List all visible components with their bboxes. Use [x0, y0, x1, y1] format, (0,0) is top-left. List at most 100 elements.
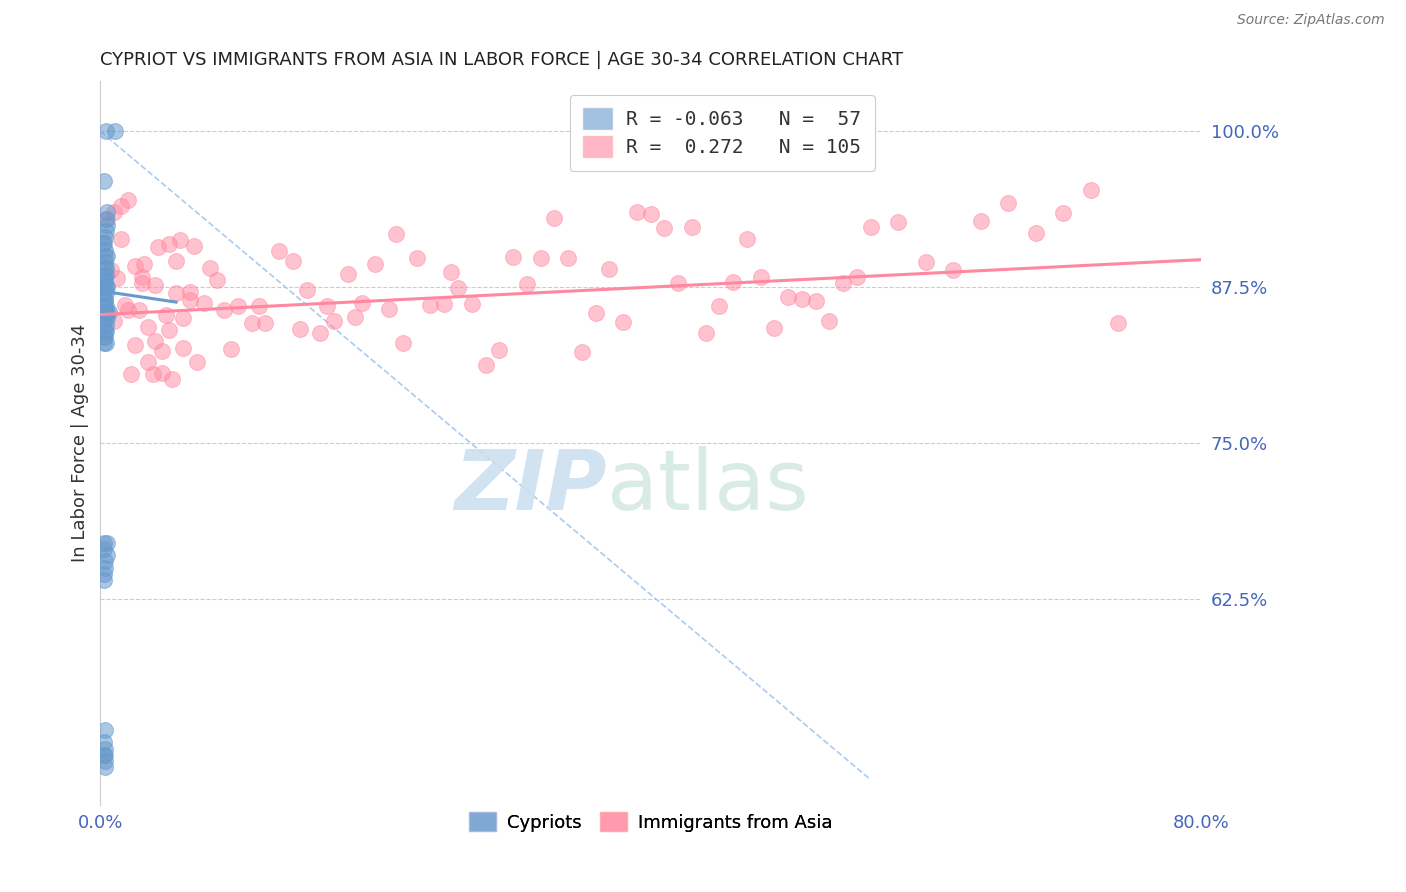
Point	[124, 338, 146, 352]
Legend: Cypriots, Immigrants from Asia: Cypriots, Immigrants from Asia	[461, 805, 839, 839]
Point	[516, 277, 538, 292]
Point	[598, 262, 620, 277]
Point	[186, 354, 208, 368]
Point	[94, 255, 117, 269]
Point	[94, 268, 117, 282]
Point	[94, 249, 117, 263]
Point	[405, 251, 427, 265]
Point	[419, 298, 441, 312]
Point	[93, 536, 115, 550]
Point	[114, 298, 136, 312]
Point	[128, 302, 150, 317]
Point	[350, 296, 373, 310]
Point	[94, 760, 117, 774]
Point	[309, 326, 332, 340]
Point	[626, 205, 648, 219]
Point	[832, 276, 855, 290]
Point	[100, 262, 122, 277]
Point	[117, 193, 139, 207]
Point	[269, 244, 291, 259]
Point	[254, 316, 277, 330]
Point	[336, 268, 359, 282]
Point	[887, 215, 910, 229]
Point	[131, 276, 153, 290]
Point	[94, 324, 117, 338]
Point	[281, 254, 304, 268]
Point	[94, 305, 117, 319]
Point	[709, 299, 731, 313]
Point	[1025, 226, 1047, 240]
Point	[93, 243, 115, 257]
Text: Source: ZipAtlas.com: Source: ZipAtlas.com	[1237, 13, 1385, 28]
Point	[942, 262, 965, 277]
Point	[433, 296, 456, 310]
Point	[804, 294, 827, 309]
Point	[134, 257, 156, 271]
Point	[145, 334, 167, 348]
Point	[612, 315, 634, 329]
Point	[93, 554, 115, 568]
Point	[183, 238, 205, 252]
Point	[845, 269, 868, 284]
Point	[150, 366, 173, 380]
Point	[93, 280, 115, 294]
Point	[96, 249, 118, 263]
Point	[207, 273, 229, 287]
Point	[818, 314, 841, 328]
Point	[157, 322, 180, 336]
Point	[94, 274, 117, 288]
Point	[778, 289, 800, 303]
Point	[91, 236, 114, 251]
Point	[120, 368, 142, 382]
Point	[93, 541, 115, 556]
Text: CYPRIOT VS IMMIGRANTS FROM ASIA IN LABOR FORCE | AGE 30-34 CORRELATION CHART: CYPRIOT VS IMMIGRANTS FROM ASIA IN LABOR…	[100, 51, 904, 69]
Point	[165, 254, 187, 268]
Point	[96, 280, 118, 294]
Point	[763, 321, 786, 335]
Point	[461, 297, 484, 311]
Point	[749, 269, 772, 284]
Point	[488, 343, 510, 358]
Point	[474, 358, 496, 372]
Point	[97, 305, 120, 319]
Point	[392, 335, 415, 350]
Point	[193, 295, 215, 310]
Point	[378, 301, 401, 316]
Point	[364, 257, 387, 271]
Point	[94, 754, 117, 768]
Point	[385, 227, 408, 242]
Point	[914, 255, 936, 269]
Point	[640, 207, 662, 221]
Point	[146, 240, 169, 254]
Point	[240, 316, 263, 330]
Point	[145, 278, 167, 293]
Point	[142, 367, 165, 381]
Point	[94, 286, 117, 301]
Point	[103, 313, 125, 327]
Point	[585, 305, 607, 319]
Point	[94, 124, 117, 138]
Point	[735, 232, 758, 246]
Point	[93, 174, 115, 188]
Text: ZIP: ZIP	[454, 446, 606, 527]
Point	[219, 342, 242, 356]
Point	[94, 330, 117, 344]
Point	[96, 305, 118, 319]
Point	[96, 224, 118, 238]
Point	[160, 372, 183, 386]
Point	[94, 723, 117, 737]
Point	[323, 314, 346, 328]
Point	[93, 286, 115, 301]
Point	[529, 251, 551, 265]
Point	[212, 302, 235, 317]
Point	[94, 336, 117, 351]
Point	[110, 199, 132, 213]
Point	[666, 277, 689, 291]
Point	[557, 251, 579, 265]
Point	[169, 233, 191, 247]
Point	[721, 275, 744, 289]
Point	[93, 236, 115, 251]
Point	[970, 213, 993, 227]
Point	[138, 320, 160, 334]
Point	[96, 536, 118, 550]
